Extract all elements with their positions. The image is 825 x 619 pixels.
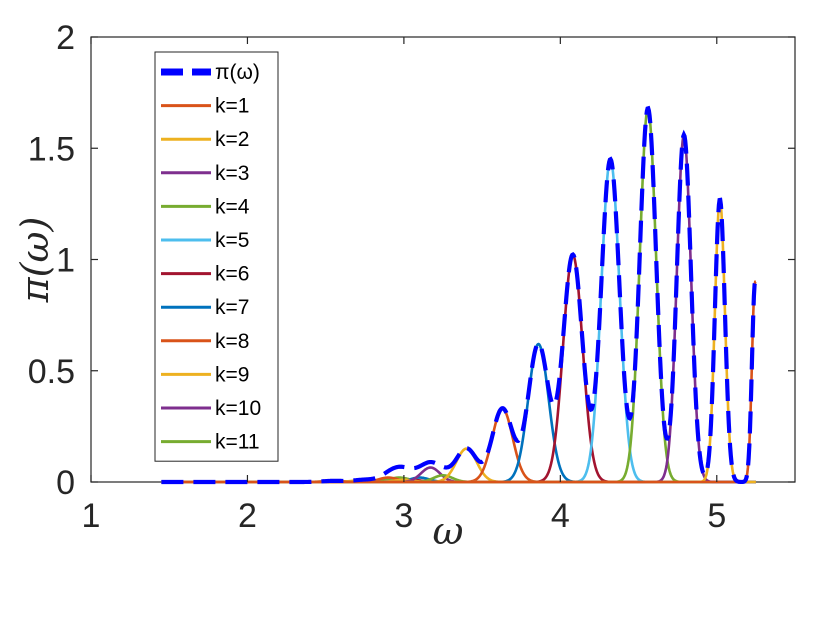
y-tick-label: 1.5 [28, 130, 75, 168]
legend: π(ω) k=1 k=2 k=3 k=4 k=5 k=6 k=7 k=8 k=9 k=10 k=11 [154, 51, 279, 462]
legend-label: k=5 [215, 229, 249, 252]
axes: 1 2 3 4 5 0 0.5 1 1.5 2 [28, 19, 795, 535]
legend-label: k=3 [215, 162, 249, 185]
legend-label: k=6 [215, 263, 249, 286]
y-tick-label: 0.5 [28, 353, 75, 391]
legend-label: k=11 [215, 431, 260, 454]
x-axis-title: ω [433, 509, 464, 553]
legend-label: k=7 [215, 296, 249, 319]
legend-label: k=8 [215, 330, 249, 353]
total-pi-line [161, 105, 758, 485]
y-tick-label: 1 [56, 242, 75, 280]
y-tick-label: 2 [56, 19, 75, 57]
legend-label: k=10 [215, 397, 261, 420]
x-tick-label: 3 [394, 497, 413, 535]
x-tick-label: 4 [551, 497, 570, 535]
legend-label: k=2 [215, 128, 249, 151]
y-axis-title: π(ω) [13, 217, 57, 304]
x-tick-label: 1 [82, 497, 101, 535]
y-tick-label: 0 [56, 464, 75, 502]
x-tick-label: 2 [238, 497, 257, 535]
legend-label: k=9 [215, 363, 249, 386]
legend-box [154, 51, 279, 462]
legend-label: k=1 [215, 95, 249, 118]
legend-label: k=4 [215, 195, 250, 218]
legend-label: π(ω) [215, 61, 260, 84]
total-curve-group [161, 105, 758, 485]
x-tick-label: 5 [707, 497, 726, 535]
